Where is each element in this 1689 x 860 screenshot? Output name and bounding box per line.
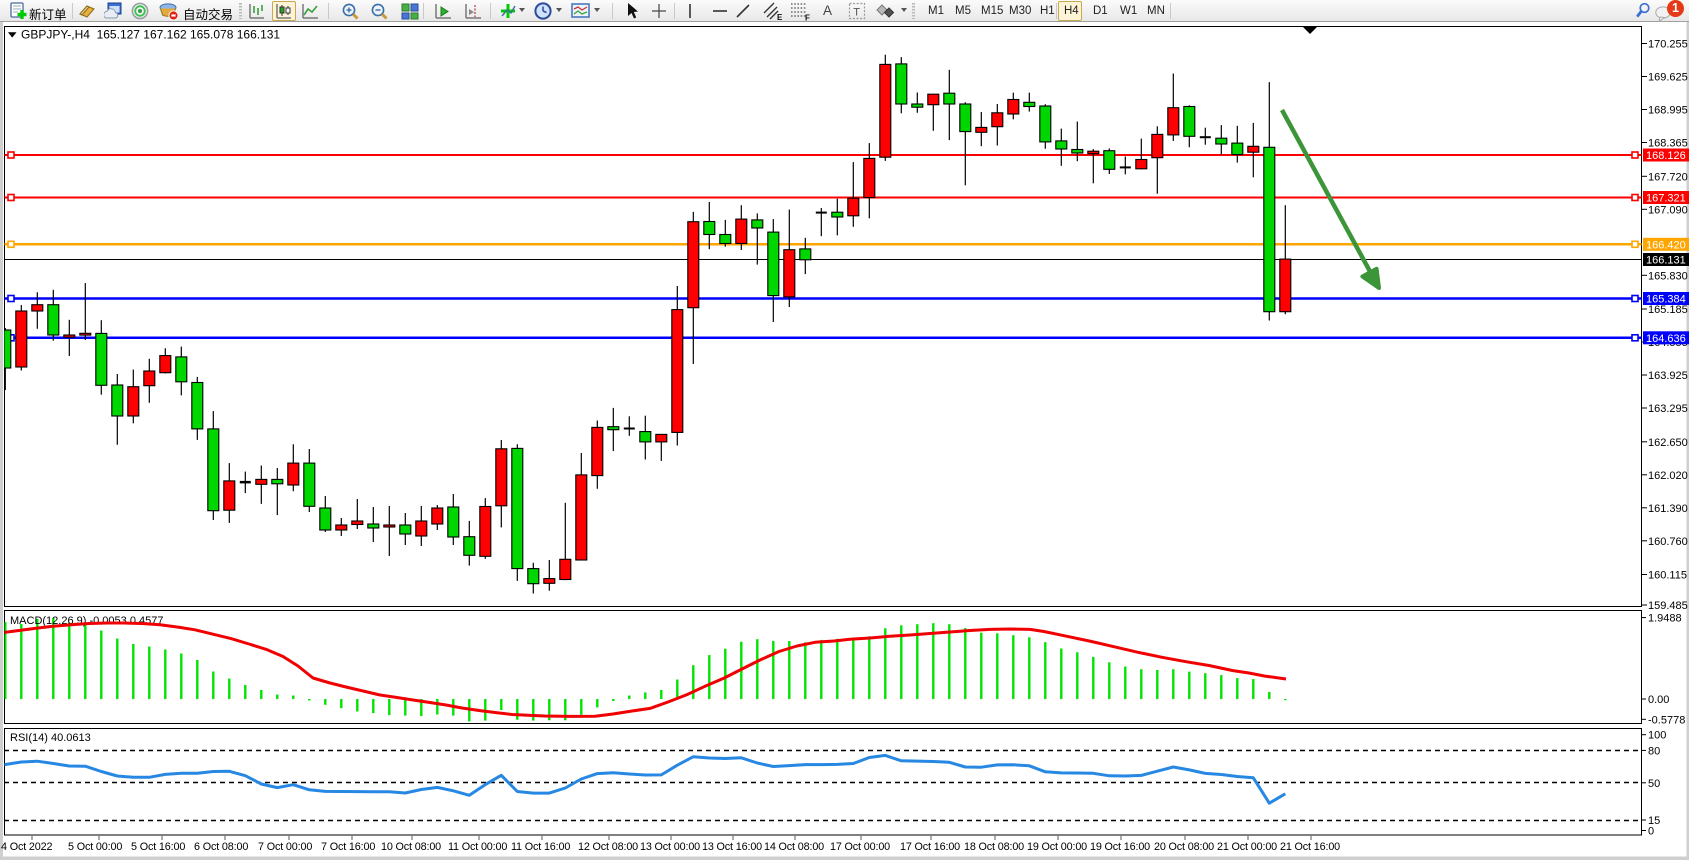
svg-text:5 Oct 00:00: 5 Oct 00:00 (68, 841, 122, 853)
svg-text:19 Oct 16:00: 19 Oct 16:00 (1090, 841, 1150, 853)
svg-text:170.255: 170.255 (1648, 39, 1688, 51)
svg-text:21 Oct 16:00: 21 Oct 16:00 (1280, 841, 1340, 853)
svg-text:166.420: 166.420 (1646, 239, 1686, 251)
svg-text:17 Oct 00:00: 17 Oct 00:00 (830, 841, 890, 853)
svg-text:13 Oct 00:00: 13 Oct 00:00 (640, 841, 700, 853)
svg-text:80: 80 (1648, 745, 1660, 757)
svg-text:50: 50 (1648, 778, 1660, 790)
svg-text:0.00: 0.00 (1648, 694, 1669, 706)
svg-text:5 Oct 16:00: 5 Oct 16:00 (131, 841, 185, 853)
svg-text:165.384: 165.384 (1646, 294, 1686, 306)
svg-text:169.625: 169.625 (1648, 72, 1688, 84)
svg-text:168.126: 168.126 (1646, 150, 1686, 162)
svg-text:E: E (777, 13, 783, 21)
svg-text:167.090: 167.090 (1648, 204, 1688, 216)
svg-text:161.390: 161.390 (1648, 503, 1688, 515)
svg-text:6 Oct 08:00: 6 Oct 08:00 (194, 841, 248, 853)
svg-text:168.365: 168.365 (1648, 138, 1688, 150)
svg-text:163.295: 163.295 (1648, 403, 1688, 415)
svg-text:4 Oct 2022: 4 Oct 2022 (1, 841, 52, 853)
svg-text:159.485: 159.485 (1648, 600, 1688, 612)
svg-text:19 Oct 00:00: 19 Oct 00:00 (1027, 841, 1087, 853)
svg-text:163.925: 163.925 (1648, 370, 1688, 382)
svg-text:165.185: 165.185 (1648, 304, 1688, 316)
svg-text:164.636: 164.636 (1646, 333, 1686, 345)
svg-text:14 Oct 08:00: 14 Oct 08:00 (764, 841, 824, 853)
svg-text:11 Oct 16:00: 11 Oct 16:00 (511, 841, 570, 853)
svg-text:MACD(12,26,9) -0.0053 0.4577: MACD(12,26,9) -0.0053 0.4577 (10, 615, 163, 627)
svg-text:RSI(14) 40.0613: RSI(14) 40.0613 (10, 732, 91, 744)
svg-text:T: T (853, 7, 860, 19)
svg-text:0: 0 (1648, 826, 1654, 838)
svg-text:18 Oct 08:00: 18 Oct 08:00 (964, 841, 1024, 853)
svg-text:20 Oct 08:00: 20 Oct 08:00 (1154, 841, 1214, 853)
svg-text:11 Oct 00:00: 11 Oct 00:00 (448, 841, 507, 853)
svg-text:165.830: 165.830 (1648, 270, 1688, 282)
svg-text:167.321: 167.321 (1646, 193, 1686, 205)
svg-text:162.020: 162.020 (1648, 470, 1688, 482)
svg-text:-0.5778: -0.5778 (1648, 714, 1685, 726)
svg-text:15: 15 (1648, 815, 1660, 827)
svg-text:160.760: 160.760 (1648, 536, 1688, 548)
svg-text:160.115: 160.115 (1648, 570, 1687, 582)
svg-text:12 Oct 08:00: 12 Oct 08:00 (578, 841, 638, 853)
svg-text:13 Oct 16:00: 13 Oct 16:00 (702, 841, 762, 853)
svg-text:100: 100 (1648, 730, 1666, 742)
svg-text:21 Oct 00:00: 21 Oct 00:00 (1217, 841, 1277, 853)
svg-text:1.9488: 1.9488 (1648, 613, 1682, 625)
svg-text:167.720: 167.720 (1648, 171, 1688, 183)
svg-text:17 Oct 16:00: 17 Oct 16:00 (900, 841, 960, 853)
svg-text:7 Oct 16:00: 7 Oct 16:00 (321, 841, 375, 853)
svg-text:168.995: 168.995 (1648, 105, 1688, 117)
svg-text:10 Oct 08:00: 10 Oct 08:00 (381, 841, 441, 853)
svg-text:166.131: 166.131 (1646, 255, 1686, 267)
svg-text:162.650: 162.650 (1648, 437, 1688, 449)
svg-text:GBPJPY-,H4 165.127 167.162 16: GBPJPY-,H4 165.127 167.162 165.078 166.1… (21, 28, 280, 42)
svg-text:7 Oct 00:00: 7 Oct 00:00 (258, 841, 312, 853)
svg-text:F: F (805, 14, 810, 22)
